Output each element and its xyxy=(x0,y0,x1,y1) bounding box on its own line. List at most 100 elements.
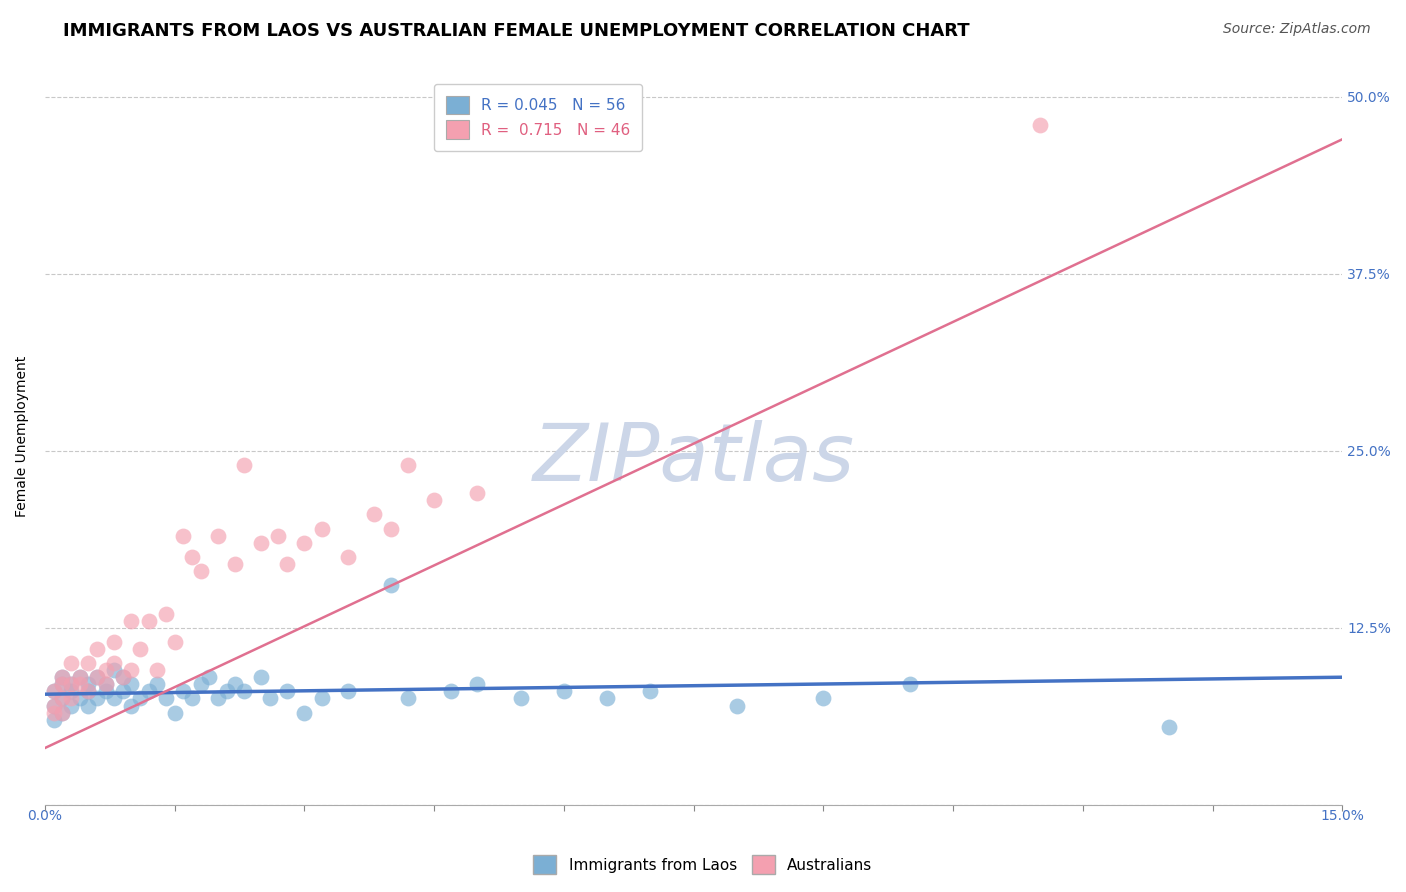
Point xyxy=(111,670,134,684)
Text: Source: ZipAtlas.com: Source: ZipAtlas.com xyxy=(1223,22,1371,37)
Point xyxy=(69,677,91,691)
Point xyxy=(77,684,100,698)
Point xyxy=(155,691,177,706)
Y-axis label: Female Unemployment: Female Unemployment xyxy=(15,356,30,517)
Point xyxy=(120,614,142,628)
Point xyxy=(42,698,65,713)
Point xyxy=(138,684,160,698)
Point xyxy=(51,670,73,684)
Legend: Immigrants from Laos, Australians: Immigrants from Laos, Australians xyxy=(527,849,879,880)
Point xyxy=(59,698,82,713)
Point xyxy=(59,677,82,691)
Point xyxy=(250,535,273,549)
Point xyxy=(440,684,463,698)
Text: ZIPatlas: ZIPatlas xyxy=(533,419,855,498)
Point xyxy=(294,706,316,720)
Point xyxy=(336,549,359,564)
Point xyxy=(396,691,419,706)
Legend: R = 0.045   N = 56, R =  0.715   N = 46: R = 0.045 N = 56, R = 0.715 N = 46 xyxy=(433,84,643,152)
Point xyxy=(232,684,254,698)
Point xyxy=(181,549,204,564)
Point xyxy=(898,677,921,691)
Point xyxy=(423,493,446,508)
Point xyxy=(103,663,125,677)
Point xyxy=(207,691,229,706)
Point xyxy=(215,684,238,698)
Point xyxy=(267,529,290,543)
Point xyxy=(51,677,73,691)
Point xyxy=(250,670,273,684)
Point xyxy=(51,706,73,720)
Point xyxy=(103,656,125,670)
Point xyxy=(129,641,152,656)
Point xyxy=(155,607,177,621)
Point xyxy=(336,684,359,698)
Point xyxy=(138,614,160,628)
Point xyxy=(103,691,125,706)
Point xyxy=(198,670,221,684)
Point xyxy=(94,663,117,677)
Point xyxy=(59,684,82,698)
Point xyxy=(311,691,333,706)
Point xyxy=(86,641,108,656)
Point xyxy=(51,677,73,691)
Point xyxy=(86,670,108,684)
Point xyxy=(172,684,194,698)
Point xyxy=(596,691,619,706)
Point xyxy=(111,684,134,698)
Point xyxy=(94,677,117,691)
Point xyxy=(120,663,142,677)
Point xyxy=(77,698,100,713)
Point xyxy=(396,458,419,472)
Point xyxy=(1028,118,1050,132)
Point xyxy=(813,691,835,706)
Point xyxy=(59,656,82,670)
Point xyxy=(640,684,662,698)
Point xyxy=(259,691,281,706)
Point xyxy=(94,684,117,698)
Point xyxy=(380,578,402,592)
Point xyxy=(51,691,73,706)
Point xyxy=(69,670,91,684)
Point xyxy=(77,684,100,698)
Point xyxy=(509,691,531,706)
Point xyxy=(146,677,169,691)
Point xyxy=(111,670,134,684)
Point xyxy=(232,458,254,472)
Point xyxy=(120,698,142,713)
Point xyxy=(553,684,575,698)
Point xyxy=(86,670,108,684)
Point xyxy=(69,670,91,684)
Point xyxy=(120,677,142,691)
Point xyxy=(163,706,186,720)
Point xyxy=(77,677,100,691)
Point xyxy=(294,535,316,549)
Point xyxy=(725,698,748,713)
Point xyxy=(59,677,82,691)
Point xyxy=(42,698,65,713)
Point xyxy=(207,529,229,543)
Point xyxy=(129,691,152,706)
Point xyxy=(172,529,194,543)
Point xyxy=(51,670,73,684)
Point xyxy=(42,713,65,727)
Point xyxy=(94,677,117,691)
Point xyxy=(467,677,489,691)
Point xyxy=(190,677,212,691)
Point xyxy=(224,557,246,571)
Point xyxy=(146,663,169,677)
Point xyxy=(276,684,298,698)
Point xyxy=(224,677,246,691)
Point xyxy=(311,522,333,536)
Point xyxy=(86,691,108,706)
Point xyxy=(59,691,82,706)
Point xyxy=(181,691,204,706)
Point xyxy=(77,656,100,670)
Point xyxy=(69,691,91,706)
Point xyxy=(163,635,186,649)
Point xyxy=(51,706,73,720)
Point xyxy=(467,486,489,500)
Point xyxy=(190,564,212,578)
Point xyxy=(103,635,125,649)
Point xyxy=(42,684,65,698)
